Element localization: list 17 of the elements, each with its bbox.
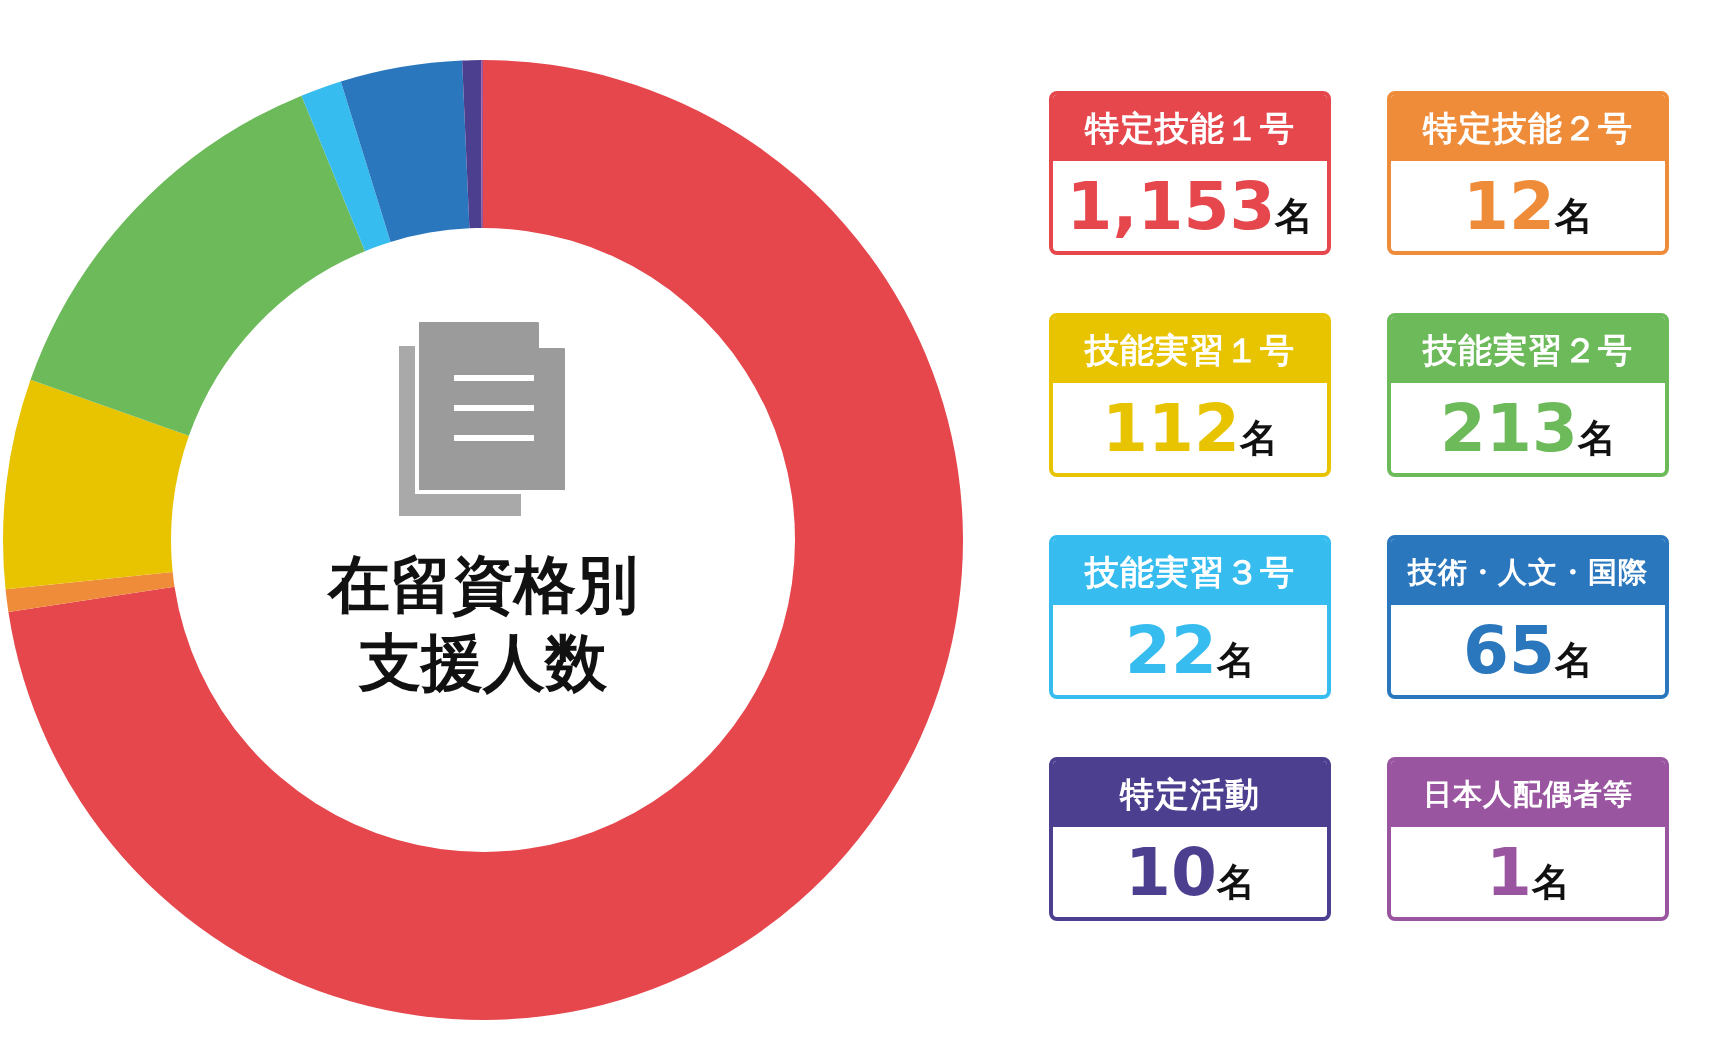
legend-label: 特定技能２号	[1423, 95, 1633, 161]
legend-label: 技能実習３号	[1085, 539, 1295, 605]
legend-label: 技能実習２号	[1423, 317, 1633, 383]
data-label: 1名	[1486, 834, 1570, 911]
data-label: 12名	[1463, 168, 1593, 245]
data-label: 22名	[1125, 612, 1255, 689]
legend-label: 技能実習１号	[1085, 317, 1295, 383]
data-label: 65名	[1463, 612, 1593, 689]
legend-label: 特定技能１号	[1085, 95, 1295, 161]
text: 在留資格別支援人数	[326, 547, 639, 701]
legend-label: 特定活動	[1120, 761, 1260, 827]
legend-label: 技術・人文・国際	[1408, 539, 1648, 605]
data-label: 1,153名	[1066, 168, 1314, 245]
legend-label: 日本人配偶者等	[1423, 761, 1633, 827]
data-label: 213名	[1440, 390, 1616, 467]
data-label: 10名	[1125, 834, 1255, 911]
data-label: 112名	[1102, 390, 1278, 467]
